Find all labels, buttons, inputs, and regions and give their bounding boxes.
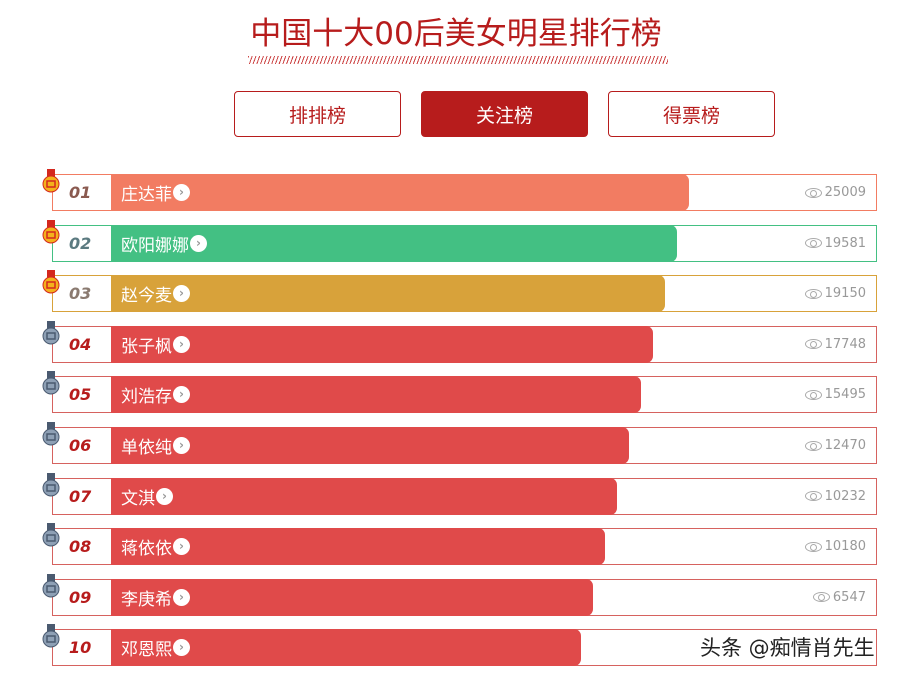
- view-count-value: 12470: [824, 438, 866, 453]
- rank-number: 03: [69, 284, 92, 304]
- tab-votes[interactable]: 得票榜: [608, 91, 775, 137]
- star-name: 文淇: [121, 488, 155, 509]
- view-count: 10180: [804, 539, 866, 555]
- rank-number: 05: [69, 385, 92, 405]
- rank-number: 04: [69, 334, 92, 354]
- view-count-value: 15495: [824, 387, 866, 403]
- view-count-value: 10232: [824, 488, 866, 504]
- rank-number: 09: [69, 587, 92, 607]
- list-item[interactable]: 03 赵今麦 › 19150: [42, 270, 877, 313]
- list-item[interactable]: 06 单依纯 › 12470: [42, 422, 877, 464]
- title-underline: [248, 56, 668, 64]
- eye-icon: [804, 541, 822, 552]
- star-name: 庄达菲: [121, 185, 172, 205]
- list-item[interactable]: 01 庄达菲 › 25009: [42, 169, 877, 211]
- view-count: 19581: [804, 235, 866, 251]
- name-bar[interactable]: 张子枫 ›: [111, 325, 653, 363]
- list-item[interactable]: 10 邓恩熙 ›: [42, 624, 877, 667]
- list-item[interactable]: 09 李庚希 › 6547: [42, 573, 877, 616]
- name-bar[interactable]: 欧阳娜娜 ›: [111, 224, 677, 262]
- name-bar[interactable]: 赵今麦 ›: [111, 275, 665, 313]
- view-count: 10232: [804, 488, 866, 504]
- star-name: 张子枫: [121, 336, 172, 357]
- chevron-right-icon[interactable]: ›: [173, 588, 190, 606]
- chevron-right-icon[interactable]: ›: [173, 437, 190, 454]
- rank-number: 08: [69, 537, 92, 557]
- star-name: 蒋依依: [121, 539, 172, 560]
- list-item[interactable]: 04 张子枫 › 17748: [42, 320, 877, 363]
- view-count: 15495: [804, 387, 866, 403]
- star-name: 单依纯: [121, 438, 172, 458]
- list-item[interactable]: 05 刘浩存 › 15495: [42, 371, 877, 414]
- eye-icon: [812, 592, 830, 603]
- list-item[interactable]: 02 欧阳娜娜 › 19581: [42, 219, 877, 262]
- eye-icon: [804, 339, 822, 350]
- name-bar[interactable]: 庄达菲 ›: [111, 174, 689, 211]
- chevron-right-icon[interactable]: ›: [173, 184, 190, 201]
- medal-icon: [42, 523, 60, 547]
- rank-number: 10: [69, 638, 92, 658]
- medal-icon: [42, 422, 60, 446]
- medal-icon: [42, 320, 60, 345]
- name-bar[interactable]: 蒋依依 ›: [111, 528, 605, 566]
- list-item[interactable]: 07 文淇 › 10232: [42, 472, 877, 515]
- medal-icon: [42, 371, 60, 395]
- name-bar[interactable]: 李庚希 ›: [111, 578, 593, 616]
- star-name: 李庚希: [121, 589, 172, 610]
- chevron-right-icon[interactable]: ›: [173, 639, 190, 657]
- rank-number: 07: [69, 486, 92, 506]
- tab-paipai[interactable]: 排排榜: [234, 91, 401, 137]
- tab-follow[interactable]: 关注榜: [421, 91, 588, 137]
- name-bar[interactable]: 刘浩存 ›: [111, 376, 641, 414]
- chevron-right-icon[interactable]: ›: [173, 285, 190, 303]
- name-bar[interactable]: 文淇 ›: [111, 477, 617, 515]
- star-name: 欧阳娜娜: [121, 235, 189, 256]
- view-count-value: 6547: [832, 589, 866, 605]
- chevron-right-icon[interactable]: ›: [173, 386, 190, 404]
- chevron-right-icon[interactable]: ›: [190, 234, 207, 252]
- medal-icon: [42, 624, 60, 648]
- medal-icon: [42, 219, 60, 244]
- view-count: 12470: [804, 438, 866, 453]
- view-count: 19150: [804, 286, 866, 302]
- medal-icon: [42, 270, 60, 294]
- view-count: 17748: [804, 336, 866, 352]
- eye-icon: [804, 491, 822, 502]
- chevron-right-icon[interactable]: ›: [173, 335, 190, 353]
- medal-icon: [42, 169, 60, 193]
- view-count: 25009: [804, 185, 866, 200]
- chevron-right-icon[interactable]: ›: [156, 487, 173, 505]
- star-name: 邓恩熙: [121, 640, 172, 661]
- rank-number: 01: [69, 183, 92, 202]
- star-name: 赵今麦: [121, 286, 172, 307]
- medal-icon: [42, 472, 60, 497]
- chevron-right-icon[interactable]: ›: [173, 538, 190, 556]
- view-count-value: 19581: [824, 235, 866, 251]
- eye-icon: [804, 389, 822, 400]
- eye-icon: [804, 187, 822, 198]
- eye-icon: [804, 440, 822, 451]
- source-watermark: 头条 @痴情肖先生: [700, 636, 875, 660]
- view-count-value: 19150: [824, 286, 866, 302]
- eye-icon: [804, 288, 822, 299]
- list-item[interactable]: 08 蒋依依 › 10180: [42, 523, 877, 566]
- medal-icon: [42, 573, 60, 598]
- rank-number: 06: [69, 436, 92, 455]
- view-count-value: 25009: [824, 185, 866, 200]
- name-bar[interactable]: 单依纯 ›: [111, 427, 629, 464]
- view-count: 6547: [812, 589, 866, 605]
- page-title: 中国十大00后美女明星排行榜: [250, 16, 662, 52]
- eye-icon: [804, 238, 822, 249]
- name-bar[interactable]: 邓恩熙 ›: [111, 629, 581, 667]
- view-count-value: 10180: [824, 539, 866, 555]
- star-name: 刘浩存: [121, 387, 172, 408]
- rank-number: 02: [69, 233, 92, 253]
- view-count-value: 17748: [824, 336, 866, 352]
